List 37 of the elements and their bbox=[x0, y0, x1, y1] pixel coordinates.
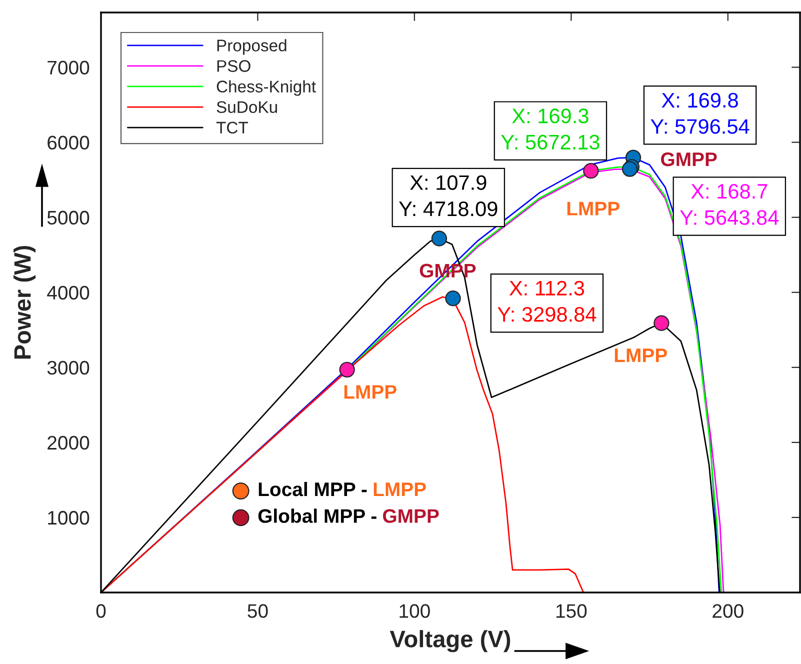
x-tick-label: 50 bbox=[248, 604, 268, 618]
annotation: X: 112.3 Y: 3298.84 bbox=[498, 280, 596, 322]
x-tick-label: 0 bbox=[96, 604, 106, 618]
y-tick-label: 6000 bbox=[48, 136, 90, 150]
x-tick-label: 150 bbox=[556, 604, 587, 618]
annotation: LMPP bbox=[614, 348, 667, 362]
point bbox=[339, 362, 355, 378]
annotation: X: 168.7 Y: 5643.84 bbox=[680, 184, 779, 225]
y-tick-label: 4000 bbox=[47, 286, 90, 300]
point bbox=[583, 162, 599, 179]
annotation: X: 169.3 Y: 5672.13 bbox=[501, 108, 600, 150]
annotation: LMPP bbox=[344, 385, 396, 399]
y-tick-label: 7000 bbox=[48, 60, 90, 75]
point bbox=[654, 315, 670, 331]
y-axis-title: Power (W) bbox=[14, 246, 36, 359]
y-tick-label: 5000 bbox=[47, 210, 90, 225]
point bbox=[431, 230, 448, 246]
annotation: LMPP bbox=[374, 482, 426, 496]
legend-label: PSO bbox=[217, 60, 250, 72]
legend-label: TCT bbox=[216, 122, 248, 134]
annotation: X: 169.8 Y: 5796.54 bbox=[650, 92, 750, 134]
legend-label: Chess-Knight bbox=[216, 80, 316, 96]
y-tick-label: 2000 bbox=[48, 436, 90, 450]
annotation: LMPP bbox=[567, 202, 620, 216]
y-tick-label: 1000 bbox=[48, 510, 90, 525]
legend-label: Proposed bbox=[217, 39, 286, 55]
annotation: GMPP bbox=[661, 152, 717, 166]
x-axis-title: Voltage (V) bbox=[390, 630, 510, 652]
annotation: Global MPP - bbox=[258, 508, 376, 523]
x-tick-label: 200 bbox=[712, 604, 744, 618]
legend-label: SuDoKu bbox=[216, 101, 277, 114]
y-tick-label: 3000 bbox=[47, 360, 90, 375]
annotation: GMPP bbox=[383, 509, 439, 523]
annotation: Local MPP - bbox=[258, 482, 367, 496]
annotation: X: 107.9 Y: 4718.09 bbox=[399, 175, 498, 216]
x-tick-label: 100 bbox=[400, 604, 430, 618]
point bbox=[445, 290, 461, 306]
